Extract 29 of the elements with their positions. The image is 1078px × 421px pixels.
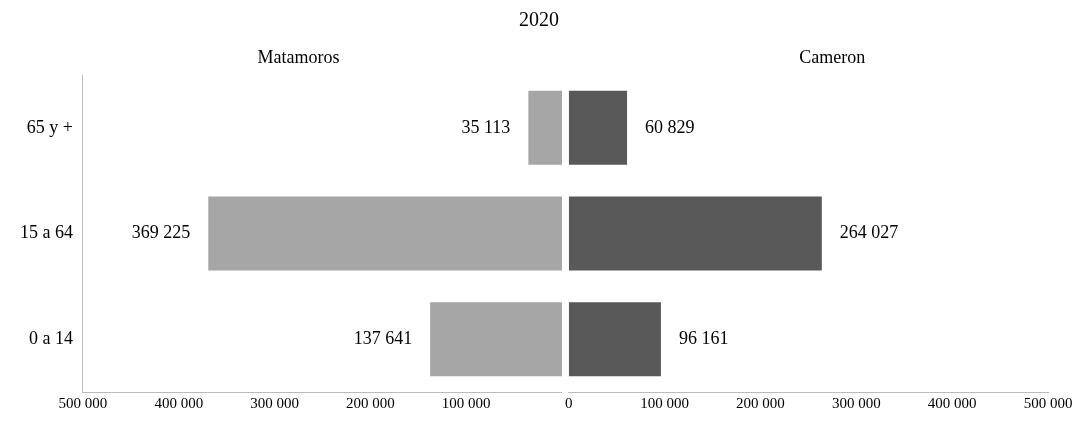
text: Cameron bbox=[799, 46, 866, 67]
data-label: 96 161 bbox=[678, 327, 729, 348]
bar bbox=[430, 302, 562, 377]
bar bbox=[568, 302, 661, 377]
x-tick-label: 400 000 bbox=[154, 394, 204, 411]
x-tick-label: 100 000 bbox=[441, 394, 491, 411]
data-label: 35 113 bbox=[461, 116, 511, 137]
bar bbox=[208, 196, 562, 271]
data-label: 137 641 bbox=[353, 327, 413, 348]
x-tick-label: 400 000 bbox=[927, 394, 977, 411]
bar bbox=[568, 90, 628, 165]
bar bbox=[528, 90, 562, 165]
x-tick-label: 500 000 bbox=[1023, 394, 1073, 411]
y-tick-label: 0 a 14 bbox=[28, 327, 73, 348]
x-tick-label: 500 000 bbox=[58, 394, 108, 411]
chart-title: 2020 bbox=[518, 8, 560, 31]
y-tick-label: 65 y + bbox=[26, 116, 73, 137]
x-tick-label: 0 bbox=[565, 394, 573, 411]
bar bbox=[568, 196, 822, 271]
data-label: 60 829 bbox=[645, 116, 695, 137]
y-tick-label: 15 a 64 bbox=[19, 222, 73, 243]
text: Matamoros bbox=[257, 46, 340, 67]
x-tick-label: 200 000 bbox=[346, 394, 395, 411]
x-tick-label: 100 000 bbox=[640, 394, 689, 411]
x-tick-label: 300 000 bbox=[831, 394, 881, 411]
data-label: 369 225 bbox=[131, 222, 191, 243]
x-tick-label: 300 000 bbox=[250, 394, 299, 411]
data-label: 264 027 bbox=[839, 222, 899, 243]
x-tick-label: 200 000 bbox=[736, 394, 785, 411]
